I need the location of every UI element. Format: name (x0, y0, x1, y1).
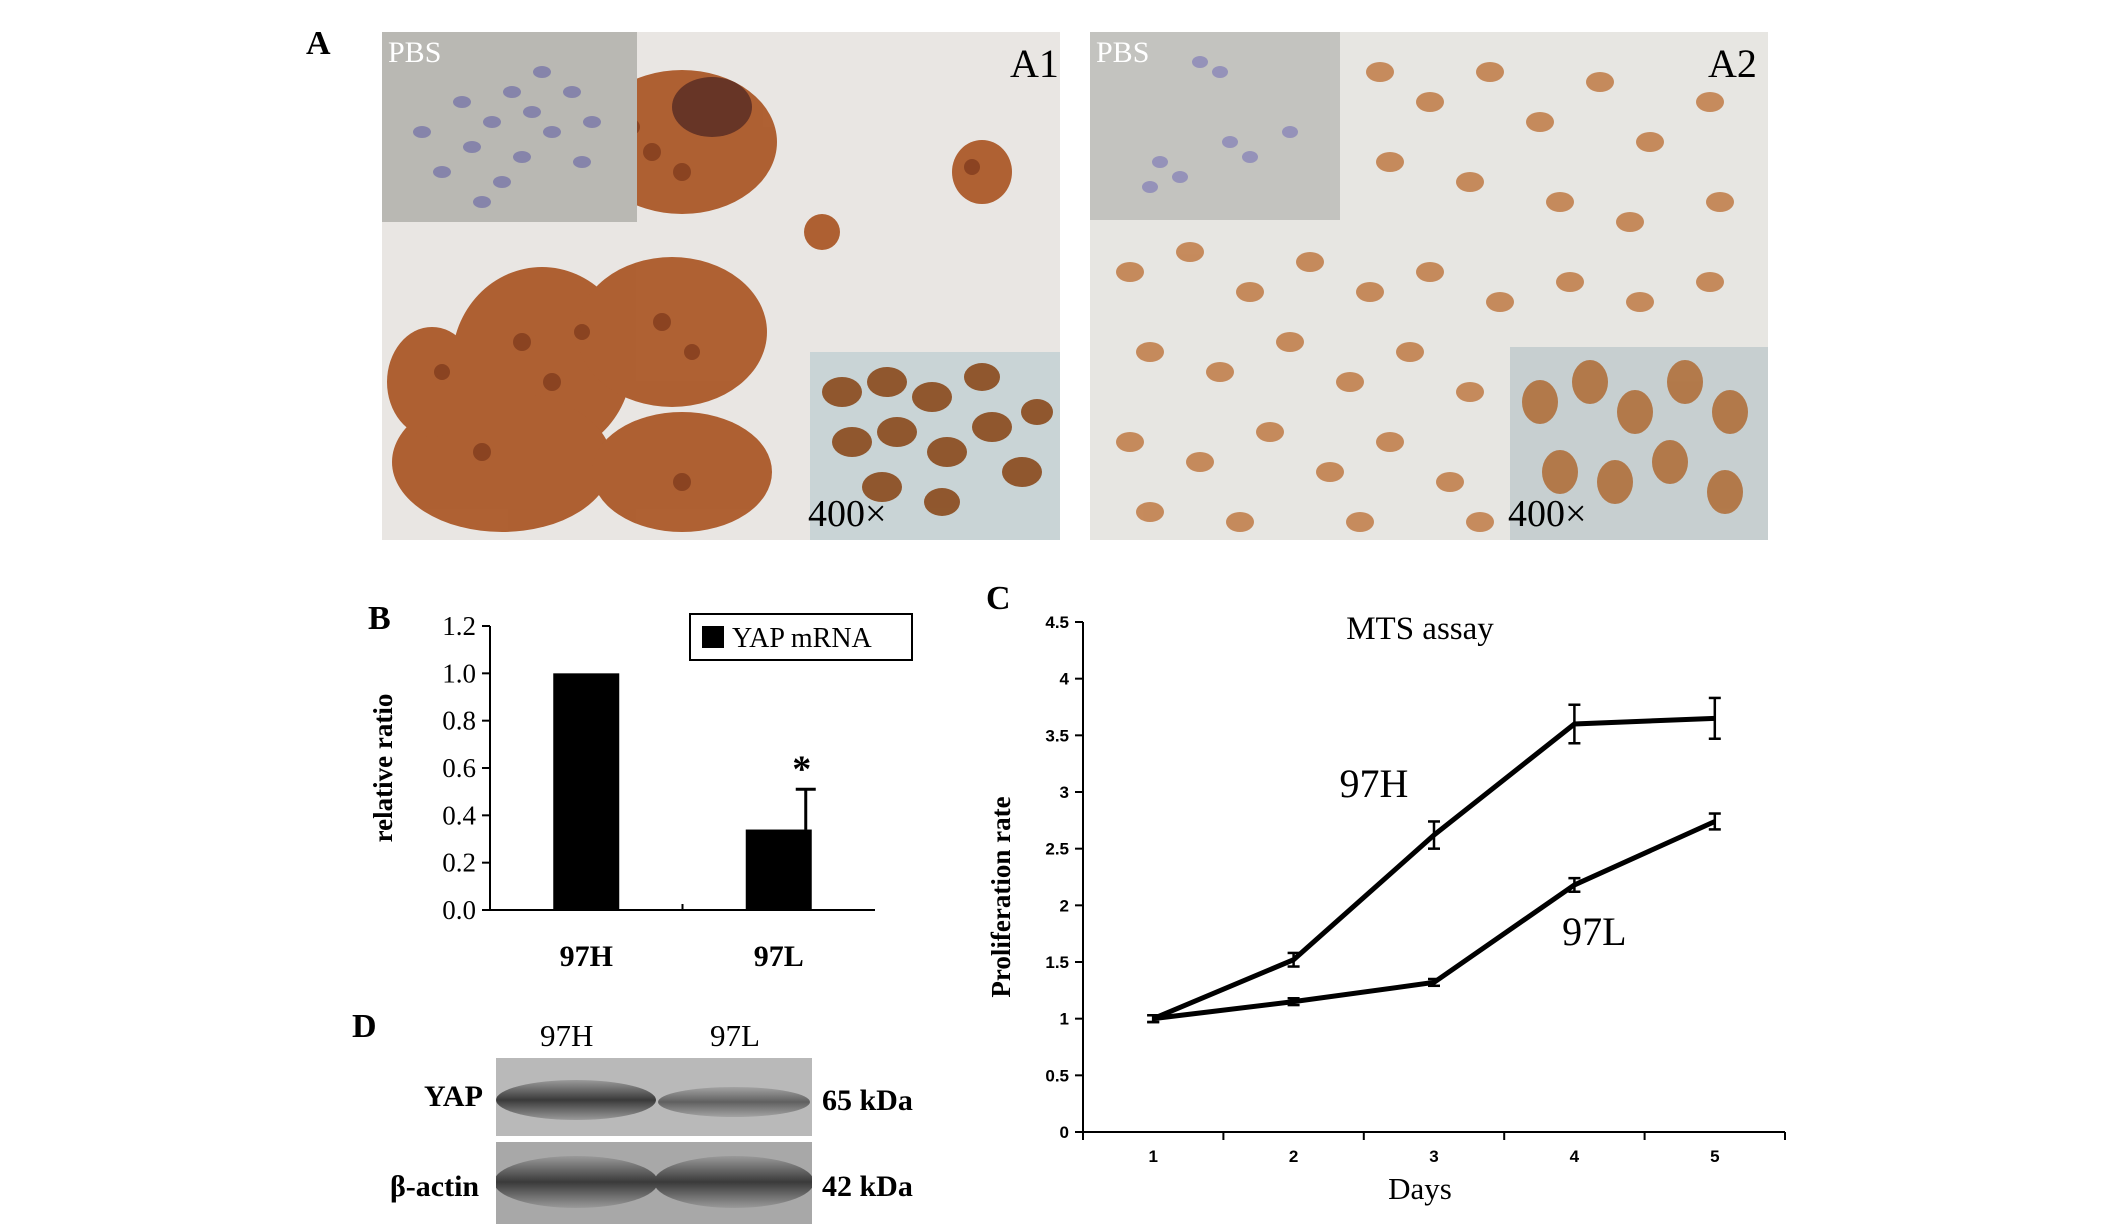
micrograph-a2: PBS A2 400× (1090, 32, 1768, 540)
micrograph-a1-label: A1 (1010, 41, 1059, 86)
line-y-tick-label: 1 (1060, 1010, 1069, 1029)
wb-size-actin: 42 kDa (822, 1170, 913, 1203)
bar-y-tick-label: 0.2 (442, 848, 476, 878)
line-series-label: 97L (1562, 909, 1626, 954)
line-x-tick-label: 5 (1710, 1147, 1719, 1166)
panel-letter-c: C (986, 580, 1011, 617)
line-y-tick-label: 1.5 (1045, 953, 1069, 972)
wb-band-actin-97h (496, 1156, 658, 1208)
wb-row-label-yap: YAP (424, 1080, 483, 1113)
western-blot: 97H 97L YAP β-actin 65 kDa 42 kDa (370, 1000, 930, 1225)
micrograph-a1-inset-label: PBS (388, 36, 442, 69)
line-y-tick-label: 0 (1060, 1123, 1069, 1142)
line-y-tick-label: 3.5 (1045, 726, 1069, 745)
bar-category-label: 97L (754, 940, 804, 973)
panel-letter-b: B (368, 600, 391, 637)
chart-b: 0.0 0.2 0.4 0.6 0.8 1.0 1.2 97H 97L * relative rat… (370, 611, 913, 973)
line-series-label: 97H (1340, 761, 1409, 806)
bar-y-axis-label: relative ratio (370, 694, 398, 843)
bar (553, 673, 620, 910)
line-y-tick-label: 3 (1060, 783, 1069, 802)
bar-legend-label: YAP mRNA (732, 623, 873, 654)
bar-y-tick-label: 1.2 (442, 611, 476, 641)
wb-band-yap-97l (658, 1087, 810, 1117)
bar-category-label: 97H (560, 940, 613, 973)
line-chart-title: MTS assay (1346, 611, 1494, 647)
micrograph-a1-magnification: 400× (808, 493, 887, 535)
micrograph-a2-magnification: 400× (1508, 493, 1587, 535)
line-y-tick-label: 4 (1060, 670, 1070, 689)
line-series-97h (1152, 715, 1715, 1021)
bar-significance-marker: * (792, 748, 811, 790)
line-series-97l (1152, 819, 1716, 1022)
wb-size-yap: 65 kDa (822, 1084, 913, 1117)
bar (745, 829, 812, 910)
bar-y-tick-label: 0.6 (442, 753, 476, 783)
micrograph-a2-inset-label: PBS (1096, 36, 1150, 69)
line-x-tick-label: 3 (1429, 1147, 1438, 1166)
bar-legend-box (689, 613, 913, 661)
micrograph-a2-label: A2 (1708, 41, 1757, 86)
line-y-tick-label: 2.5 (1045, 840, 1069, 859)
wb-band-actin-97l (654, 1156, 812, 1208)
line-y-axis-label: Proliferation rate (986, 796, 1016, 997)
micrograph-a1: PBS A1 400× (382, 32, 1060, 540)
bar-y-tick-label: 0.8 (442, 706, 476, 736)
chart-c: 0 0.5 1 1.5 2 2.5 3 3.5 4 4.5 1 2 3 4 5 97H 97L MTS assay… (986, 611, 1786, 1206)
line-y-tick-label: 0.5 (1045, 1066, 1069, 1085)
wb-lane-label-97h: 97H (540, 1018, 594, 1053)
line-x-tick-label: 1 (1148, 1147, 1157, 1166)
line-y-tick-label: 4.5 (1045, 613, 1069, 632)
bar-y-tick-label: 1.0 (442, 658, 476, 688)
bar-legend-swatch (702, 626, 724, 648)
panel-letter-a: A (306, 25, 331, 62)
line-x-tick-label: 4 (1570, 1147, 1580, 1166)
wb-blot-image (496, 1058, 812, 1224)
wb-row-label-actin: β-actin (390, 1170, 480, 1203)
bar-legend: YAP mRNA (689, 613, 913, 661)
line-y-tick-label: 2 (1060, 896, 1069, 915)
bar-y-tick-label: 0.0 (442, 895, 476, 925)
line-x-tick-label: 2 (1289, 1147, 1298, 1166)
line-x-axis-label: Days (1388, 1171, 1452, 1206)
panel-letter-d: D (352, 1008, 377, 1045)
wb-lane-label-97l: 97L (710, 1018, 760, 1053)
bar-y-tick-label: 0.4 (442, 800, 476, 830)
wb-band-yap-97h (496, 1080, 656, 1120)
